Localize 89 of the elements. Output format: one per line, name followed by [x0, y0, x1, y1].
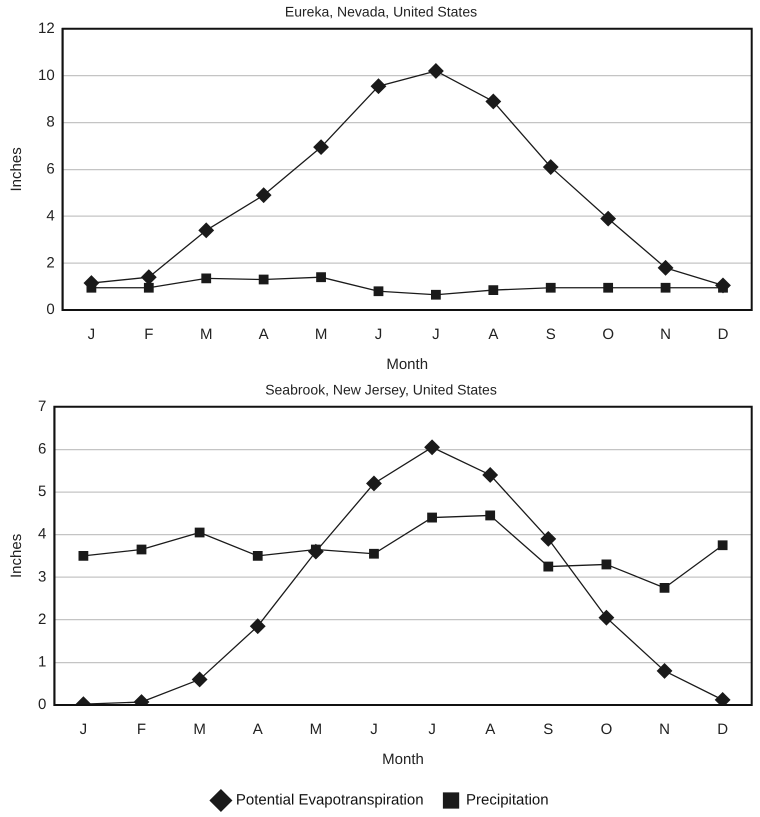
x-tick-label: O [602, 326, 614, 344]
x-tick-label: S [543, 721, 554, 738]
point [374, 286, 384, 296]
point [602, 560, 612, 570]
point [201, 273, 212, 284]
x-axis-title: Month [382, 751, 424, 768]
point [427, 512, 437, 522]
y-tick-label: 0 [38, 696, 46, 714]
point [78, 551, 88, 561]
point [369, 548, 379, 559]
x-tick-label: M [193, 721, 206, 738]
y-tick-label: 3 [38, 568, 46, 586]
point [486, 94, 501, 110]
y-tick-label: 12 [38, 20, 55, 37]
point [250, 618, 266, 634]
point [540, 531, 556, 547]
x-tick-label: J [80, 721, 88, 738]
point [543, 159, 558, 175]
x-tick-label: J [88, 326, 96, 344]
x-tick-label: N [660, 326, 671, 344]
x-tick-label: A [488, 326, 498, 344]
x-tick-label: J [428, 721, 436, 738]
legend-label: Potential Evapotranspiration [236, 792, 424, 809]
point [600, 210, 616, 226]
point [656, 663, 672, 679]
x-tick-label: N [659, 721, 670, 738]
chart-title: Seabrook, New Jersey, United States [265, 381, 497, 398]
y-tick-label: 8 [46, 114, 55, 131]
x-tick-label: J [370, 721, 378, 738]
y-axis-title: Inches [8, 147, 26, 192]
point [485, 510, 496, 520]
point [366, 476, 382, 492]
point [718, 540, 728, 550]
chart-title: Eureka, Nevada, United States [284, 3, 478, 20]
point [482, 467, 498, 483]
x-tick-label: A [258, 326, 269, 344]
y-tick-label: 4 [46, 207, 55, 224]
x-tick-label: O [600, 721, 612, 738]
y-tick-label: 10 [38, 66, 55, 84]
point [136, 544, 146, 554]
x-tick-label: S [546, 326, 556, 344]
y-tick-label: 6 [38, 440, 46, 458]
point [316, 272, 326, 282]
point [658, 260, 674, 276]
y-tick-label: 2 [38, 610, 46, 628]
x-tick-label: J [374, 326, 382, 344]
x-tick-label: D [717, 721, 728, 738]
y-tick-label: 4 [38, 526, 46, 543]
point [715, 278, 731, 294]
point [192, 672, 208, 688]
point [313, 139, 329, 155]
x-tick-label: M [314, 326, 328, 344]
y-tick-label: 7 [38, 398, 46, 415]
x-axis-title: Month [386, 356, 428, 374]
point [543, 562, 554, 572]
x-tick-label: F [136, 721, 146, 738]
x-tick-label: A [252, 721, 263, 738]
point [546, 282, 556, 293]
point [256, 188, 272, 203]
y-tick-label: 1 [38, 654, 46, 671]
x-tick-label: F [144, 326, 154, 344]
point [258, 274, 269, 284]
point [198, 222, 214, 238]
point [141, 270, 156, 285]
point [144, 282, 154, 293]
x-tick-label: M [310, 721, 322, 738]
y-tick-label: 2 [46, 254, 55, 272]
point [370, 78, 386, 94]
point [431, 290, 441, 300]
point [598, 610, 614, 626]
legend-label: Precipitation [466, 792, 549, 809]
y-tick-label: 0 [46, 301, 55, 318]
x-tick-label: A [485, 721, 496, 738]
point [714, 692, 730, 705]
point [308, 544, 324, 560]
y-axis-title: Inches [8, 534, 26, 578]
point [194, 528, 205, 538]
point [660, 582, 670, 593]
point [424, 440, 440, 455]
point [428, 63, 444, 79]
y-tick-label: 6 [46, 160, 55, 178]
x-tick-label: M [200, 326, 212, 344]
point [660, 282, 670, 293]
x-tick-label: D [718, 326, 729, 344]
y-tick-label: 5 [38, 483, 46, 500]
point [252, 551, 263, 561]
x-tick-label: J [432, 326, 440, 344]
point [603, 282, 614, 293]
point [488, 285, 498, 295]
